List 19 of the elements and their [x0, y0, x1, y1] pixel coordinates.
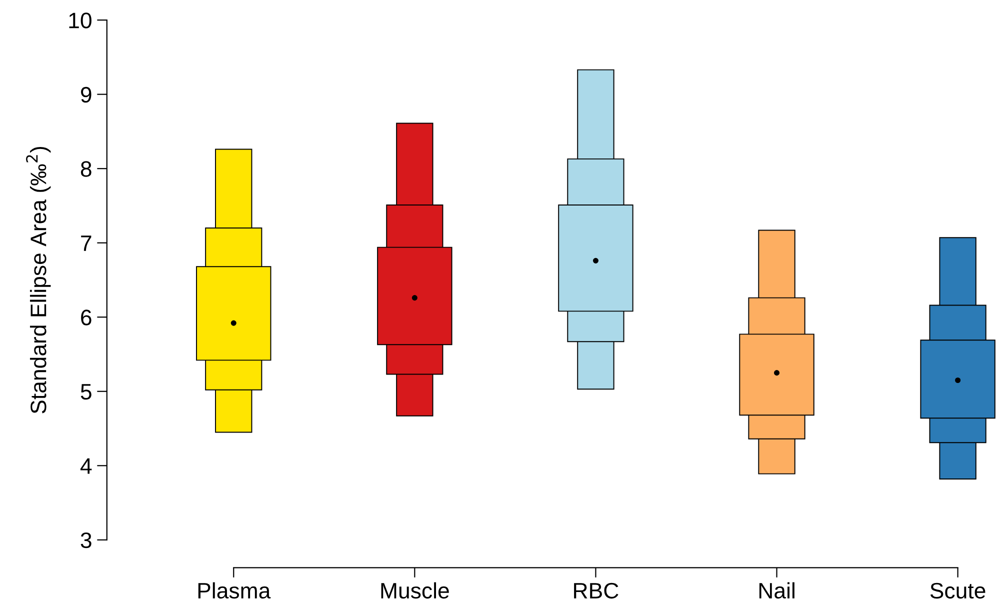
x-tick-label: Nail — [759, 582, 794, 599]
x-tick-label: Scute — [930, 582, 986, 599]
point — [592, 258, 598, 264]
point — [955, 377, 961, 384]
y-tick-label: 10 — [69, 12, 92, 28]
y-tick-label: 7 — [81, 236, 92, 251]
x-tick-label: Plasma — [198, 582, 271, 599]
point — [412, 295, 418, 301]
point — [230, 320, 236, 326]
y-tick-label: 9 — [80, 86, 92, 103]
y-tick-label: 5 — [80, 384, 92, 400]
y-tick-label: 6 — [81, 310, 92, 326]
x-tick-label: Muscle — [381, 582, 449, 599]
y-tick-label: 3 — [80, 532, 92, 548]
point — [774, 370, 780, 376]
x-tick-label: RBC — [574, 582, 618, 599]
y-tick-label: 8 — [80, 161, 92, 177]
y-tick-label: 4 — [80, 458, 92, 474]
y-axis-title: Standard Ellipse Area (‰$^{2}$) — [26, 146, 51, 414]
